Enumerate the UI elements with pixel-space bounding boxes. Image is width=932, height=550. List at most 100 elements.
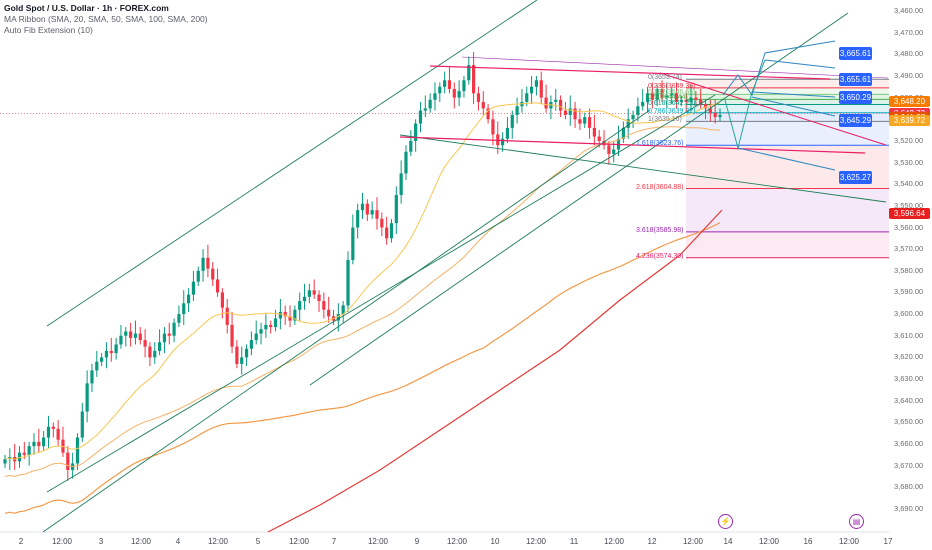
- x-tick-label: 12:00: [758, 537, 780, 546]
- candle-body: [307, 290, 311, 297]
- candle-body: [356, 210, 360, 228]
- candle-body: [491, 119, 495, 135]
- candle-body: [172, 322, 176, 336]
- candle-body: [713, 112, 717, 118]
- x-tick-label: 12:00: [838, 537, 860, 546]
- us-flag-icon[interactable]: ▤: [849, 514, 864, 529]
- fib-level-label: 1(3635.16): [648, 116, 682, 124]
- candle-body: [162, 333, 167, 343]
- y-tick-label: 3,660.00: [894, 439, 924, 448]
- y-tick-label: 3,590.00: [894, 287, 924, 297]
- candle-body: [568, 108, 572, 115]
- candle-body: [385, 227, 389, 239]
- channel-trendline: [42, 109, 651, 533]
- target-price-callout: 3,645.29: [839, 114, 872, 128]
- candle-body: [124, 331, 128, 336]
- candle-body: [641, 101, 645, 107]
- projection-path-up: [722, 40, 836, 97]
- candle-body: [631, 114, 635, 120]
- x-tick-label: 12:00: [603, 537, 625, 546]
- candle-body: [100, 357, 104, 362]
- resistance-line: [429, 65, 831, 80]
- candle-body: [225, 307, 229, 325]
- x-tick-label: 9: [414, 537, 420, 546]
- candle-body: [288, 316, 292, 321]
- candle-body: [230, 324, 234, 347]
- candle-body: [365, 203, 369, 215]
- y-tick-label: 3,530.00: [894, 157, 924, 167]
- candle-body: [433, 93, 437, 100]
- candle-body: [592, 127, 596, 137]
- symbol-title[interactable]: Gold Spot / U.S. Dollar · 1h · FOREX.com: [4, 3, 169, 13]
- candle-body: [650, 93, 654, 100]
- candle-body: [563, 110, 568, 115]
- candle-body: [244, 348, 249, 358]
- y-tick-label: 3,520.00: [894, 135, 924, 145]
- projection-target-line: [751, 91, 836, 98]
- candle-body: [351, 227, 355, 260]
- candle-body: [90, 370, 94, 384]
- candle-body: [486, 108, 490, 120]
- x-tick-label: 2: [18, 537, 24, 546]
- candle-body: [679, 99, 683, 102]
- candle-body: [104, 350, 109, 358]
- candle-body: [215, 279, 220, 293]
- y-tick-label: 3,570.00: [894, 244, 924, 254]
- candle-body: [37, 441, 41, 447]
- y-tick-label: 3,550.00: [894, 200, 924, 210]
- fib-zone: [686, 231, 889, 258]
- candle-body: [298, 301, 302, 310]
- target-price-callout: 3,655.61: [839, 73, 872, 87]
- candle-body: [370, 210, 374, 215]
- y-tick-label: 3,640.00: [894, 395, 924, 405]
- candle-body: [452, 88, 456, 98]
- price-axis-background: [889, 0, 932, 550]
- candle-body: [95, 361, 99, 371]
- fib-level-label: 4.236(3574.30): [636, 252, 684, 260]
- lightning-icon[interactable]: ⚡: [718, 514, 733, 529]
- candle-body: [143, 340, 147, 347]
- candle-body: [414, 123, 418, 141]
- fib-zone: [686, 87, 889, 95]
- fib-level-label: 0.236(3649.36): [648, 82, 696, 90]
- fib-level-label: 2.618(3604.88): [636, 183, 684, 191]
- fib-level-label: 0.618(3642.23): [648, 99, 696, 107]
- candle-body: [80, 411, 84, 438]
- fib-level-label: 1.618(3623.76): [636, 140, 684, 148]
- candle-body: [32, 441, 36, 447]
- x-tick-label: 12:00: [367, 537, 389, 546]
- candle-body: [22, 452, 26, 455]
- sma-50-line: [4, 126, 721, 478]
- axis-price-label: 3,596.64: [889, 208, 930, 220]
- candle-body: [655, 88, 659, 100]
- candle-body: [699, 99, 703, 105]
- candle-body: [346, 259, 350, 306]
- candle-body: [317, 294, 321, 302]
- y-tick-label: 3,620.00: [894, 352, 924, 362]
- candle-body: [636, 106, 640, 115]
- x-tick-label: 3: [98, 537, 104, 546]
- fib-zone: [686, 99, 889, 105]
- x-tick-label: 12:00: [525, 537, 547, 546]
- fib-zone: [686, 112, 889, 122]
- ma-ribbon-indicator[interactable]: MA Ribbon (SMA, 20, SMA, 50, SMA, 100, S…: [4, 14, 208, 24]
- target-price-callout: 3,650.29: [839, 90, 872, 104]
- x-tick-label: 12:00: [446, 537, 468, 546]
- channel-trendline: [46, 94, 716, 493]
- candle-body: [157, 342, 162, 351]
- y-tick-label: 3,680.00: [894, 482, 924, 492]
- fib-extension-indicator[interactable]: Auto Fib Extension (10): [4, 25, 93, 35]
- candle-body: [505, 127, 510, 139]
- candle-body: [259, 329, 263, 334]
- support-line: [399, 136, 866, 154]
- candle-body: [423, 108, 427, 111]
- fib-level-label: 0(3653.74): [648, 74, 682, 82]
- y-tick-label: 3,490.00: [894, 70, 924, 80]
- candle-body: [694, 97, 698, 100]
- y-tick-label: 3,690.00: [894, 503, 924, 513]
- sma-100-line: [4, 222, 721, 514]
- candle-body: [133, 333, 138, 338]
- channel-trendline: [46, 0, 538, 327]
- trendline-thin: [461, 56, 889, 79]
